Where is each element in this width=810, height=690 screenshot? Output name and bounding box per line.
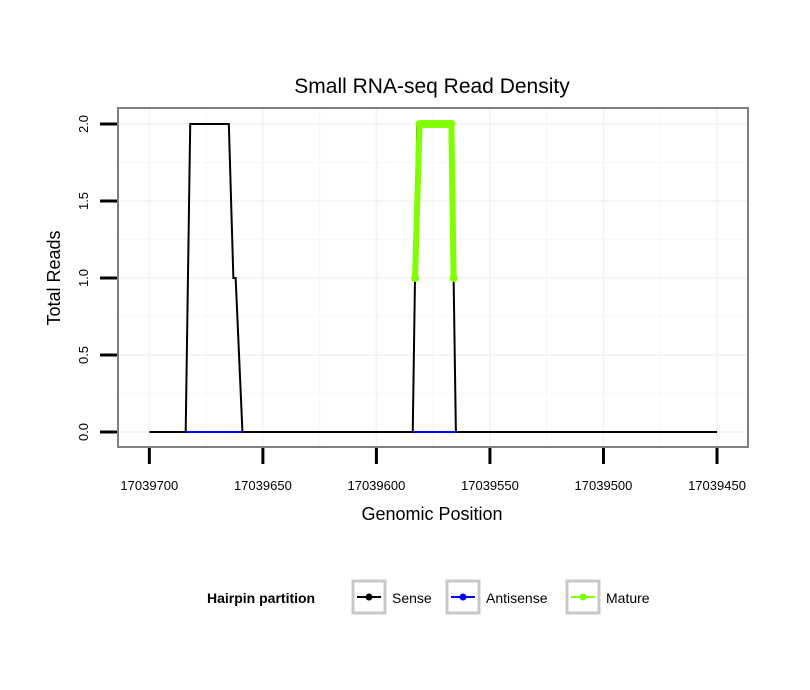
y-tick-label: 2.0 [76,115,91,133]
legend-point-antisense [459,593,467,601]
series-layer [149,120,717,433]
legend-label-mature: Mature [606,590,650,606]
x-tick-label: 17039500 [575,478,633,493]
x-tick-label: 17039450 [688,478,746,493]
grid-lines [119,109,747,446]
y-axis-label: Total Reads [44,230,64,325]
legend-title: Hairpin partition [207,590,315,606]
y-tick-label: 1.5 [76,192,91,210]
x-tick-label: 17039650 [234,478,292,493]
x-tick-label: 17039700 [120,478,178,493]
x-tick-label: 17039550 [461,478,519,493]
x-tick-label: 17039600 [347,478,405,493]
legend: Hairpin partition Sense Antisense Mature [207,579,650,615]
y-tick-label: 0.0 [76,423,91,441]
y-tick-label: 1.0 [76,269,91,287]
legend-point-sense [365,593,373,601]
axis-ticks: 17039700 17039650 17039600 17039550 17039500… [76,115,746,493]
legend-label-sense: Sense [392,590,432,606]
legend-label-antisense: Antisense [486,590,548,606]
y-tick-label: 0.5 [76,346,91,364]
series-point-mature [449,274,458,282]
series-point-mature [447,120,456,128]
chart-title: Small RNA-seq Read Density [294,75,570,98]
legend-point-mature [579,593,587,601]
x-axis-label: Genomic Position [361,504,502,524]
series-point-mature [411,274,420,282]
